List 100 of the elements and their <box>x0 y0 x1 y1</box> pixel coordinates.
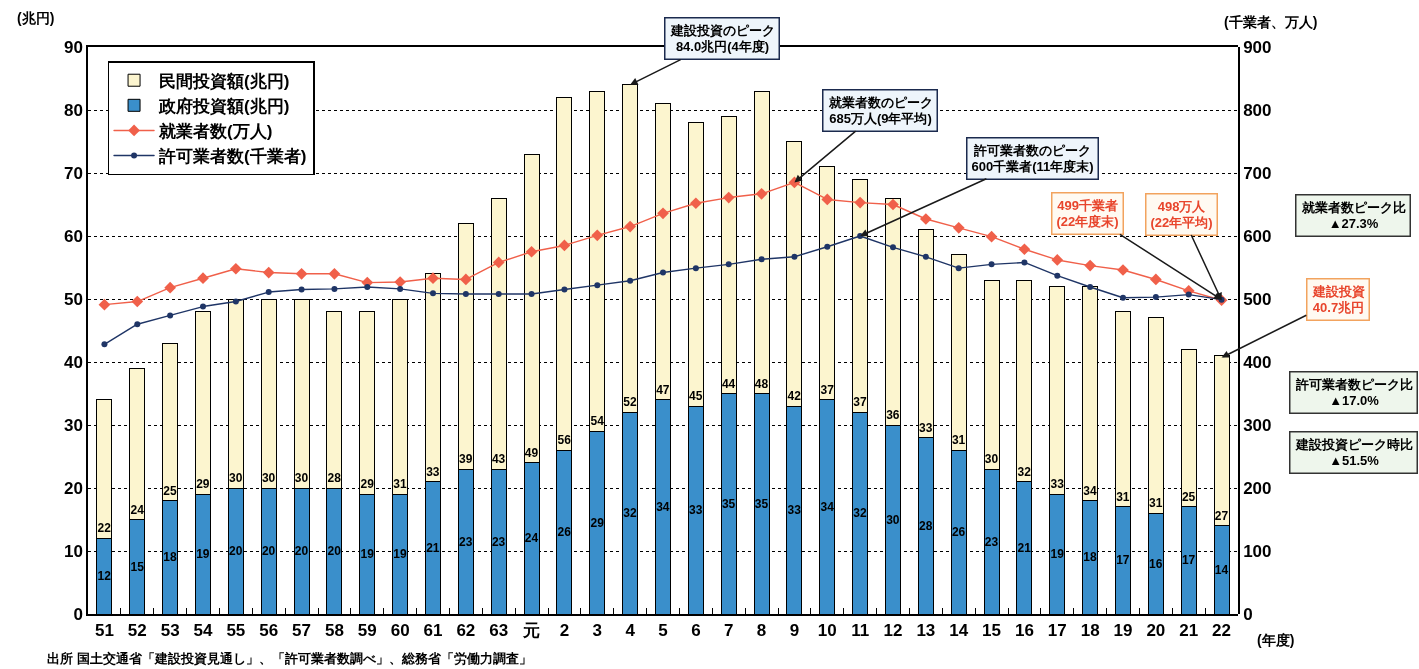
data-label: 45 <box>689 389 703 404</box>
point <box>824 243 831 250</box>
point <box>690 197 702 210</box>
x-tick-label: 59 <box>357 621 377 641</box>
point <box>394 276 406 288</box>
data-label: 48 <box>754 376 769 391</box>
data-label: 19 <box>360 547 375 562</box>
x-tick-label: 17 <box>1047 621 1067 641</box>
x-tick-label: 元 <box>522 621 541 641</box>
data-label: 34 <box>656 499 670 514</box>
point <box>460 273 472 286</box>
x-tick-label: 7 <box>723 621 734 641</box>
data-label: 25 <box>163 483 177 498</box>
data-label: 34 <box>1083 483 1097 498</box>
y2-tick-label: 900 <box>1243 37 1272 57</box>
point <box>427 272 439 285</box>
x-tick-label: 12 <box>883 621 903 641</box>
point <box>462 290 469 297</box>
data-label: 31 <box>1149 496 1163 511</box>
point <box>295 267 308 280</box>
annotation: 建設投資のピーク 84.0兆円(4年度) <box>669 22 775 55</box>
data-label: 31 <box>1116 489 1130 504</box>
point <box>922 253 929 260</box>
point <box>561 286 568 293</box>
y-tick-label: 40 <box>63 352 83 372</box>
x-tick-label: 18 <box>1080 621 1100 641</box>
point <box>134 321 141 328</box>
text: 出所 国土交通省「建設投資見通し」、「許可業者数調べ」、総務省「労働力調査」 <box>47 651 532 666</box>
y2-tick-label: 700 <box>1243 163 1272 183</box>
data-label: 35 <box>721 496 736 511</box>
text: 建設投資ピーク時比 ▲51.5% <box>1294 436 1413 469</box>
point <box>1185 291 1192 298</box>
y-tick-label: 30 <box>63 415 83 435</box>
x-tick-label: 56 <box>259 621 279 641</box>
point <box>1084 259 1096 272</box>
point <box>791 253 798 260</box>
point <box>854 196 866 209</box>
point <box>331 285 338 292</box>
data-label: 18 <box>163 550 177 565</box>
point <box>920 213 932 225</box>
data-label: 49 <box>524 445 539 460</box>
x-tick-label: 55 <box>226 621 246 641</box>
data-label: 21 <box>426 540 440 555</box>
x-tick-label: 15 <box>982 621 1002 641</box>
data-label: 20 <box>327 544 342 558</box>
data-label: 36 <box>886 408 900 422</box>
y-tick-label: 50 <box>63 289 83 309</box>
data-label: 54 <box>590 414 605 429</box>
x-tick-label: 4 <box>625 621 636 641</box>
data-label: 22 <box>97 521 112 536</box>
data-label: 43 <box>491 452 506 467</box>
point <box>528 290 535 297</box>
point <box>397 285 404 292</box>
data-label: 30 <box>984 452 999 467</box>
data-label: 24 <box>130 502 145 517</box>
point <box>232 298 239 305</box>
x-tick-label: 22 <box>1212 621 1232 641</box>
data-label: 21 <box>1017 540 1032 555</box>
data-label: 33 <box>919 420 933 435</box>
data-label: 26 <box>951 525 966 540</box>
data-label: 39 <box>459 452 473 467</box>
point <box>495 290 502 297</box>
y2-axis-title: (千業者、万人) <box>1224 14 1318 30</box>
data-label: 33 <box>787 503 802 518</box>
data-label: 18 <box>1083 550 1097 565</box>
point <box>624 220 636 233</box>
point <box>98 298 111 311</box>
data-label: 29 <box>360 477 375 492</box>
y2-tick-label: 800 <box>1243 100 1272 120</box>
point <box>1150 273 1162 286</box>
data-label: 20 <box>261 544 276 558</box>
data-label: 17 <box>1116 553 1130 568</box>
point <box>955 265 962 272</box>
annotation: 498万人 (22年平均) <box>1150 198 1213 231</box>
y2-tick-label: 500 <box>1243 289 1272 309</box>
data-label: 25 <box>1181 489 1196 504</box>
data-label: 35 <box>754 496 769 511</box>
point <box>1018 243 1031 256</box>
legend-label: 民間投資額(兆円) <box>159 71 290 91</box>
point <box>627 277 634 284</box>
data-label: 19 <box>393 547 407 562</box>
point <box>1152 294 1159 301</box>
annotation: 許可業者数のピーク 600千業者(11年度末) <box>971 142 1094 175</box>
y2-tick-label: 0 <box>1243 604 1253 624</box>
point <box>890 244 896 251</box>
point <box>430 290 436 297</box>
point <box>1087 284 1094 291</box>
data-label: 30 <box>886 512 900 527</box>
y-tick-label: 90 <box>63 37 83 57</box>
annotation: 就業者数のピーク 685万人(9年平均) <box>827 94 933 127</box>
data-label: 14 <box>1214 562 1229 577</box>
annotation: 499千業者 (22年度末) <box>1056 197 1119 230</box>
x-tick-label: 16 <box>1014 621 1034 641</box>
y2-tick-label: 600 <box>1243 226 1272 246</box>
data-label: 27 <box>1214 508 1229 523</box>
y-tick-label: 0 <box>73 604 83 624</box>
x-tick-label: 11 <box>851 621 870 641</box>
point <box>657 207 669 220</box>
x-tick-label: 10 <box>817 621 837 641</box>
x-tick-label: 63 <box>489 621 509 641</box>
